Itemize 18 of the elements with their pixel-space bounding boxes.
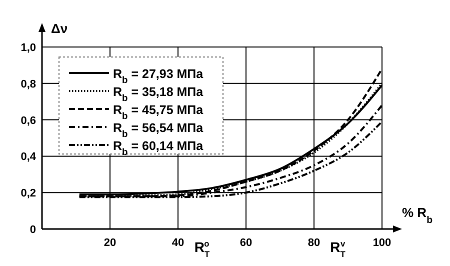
y-tick-label: 1,0 bbox=[20, 42, 36, 54]
y-tick-label: 0 bbox=[30, 224, 36, 236]
legend-label: R$_{b}$ = 35,18 МПа bbox=[113, 85, 204, 103]
x-tick-label: 100 bbox=[372, 237, 392, 249]
x-axis-title: % R$_{b}$ bbox=[402, 205, 433, 226]
y-axis-title: Δν bbox=[51, 21, 68, 36]
x-tick-label: 80 bbox=[308, 237, 320, 249]
legend-label: R$_{b}$ = 56,54 МПа bbox=[113, 121, 204, 139]
y-tick-label: 0,4 bbox=[20, 151, 37, 164]
legend-label: R$_{b}$ = 60,14 МПа bbox=[113, 139, 204, 157]
y-tick-label: 0,6 bbox=[20, 114, 36, 127]
x-tick-label: 20 bbox=[104, 237, 116, 249]
x-tick-label: 60 bbox=[240, 237, 252, 249]
x-tick-label: 40 bbox=[172, 237, 184, 249]
legend-label: R$_{b}$ = 27,93 МПа bbox=[113, 67, 204, 85]
y-tick-label: 0,2 bbox=[20, 188, 36, 200]
legend-label: R$_{b}$ = 45,75 МПа bbox=[113, 103, 204, 121]
y-tick-label: 0,8 bbox=[20, 78, 36, 90]
